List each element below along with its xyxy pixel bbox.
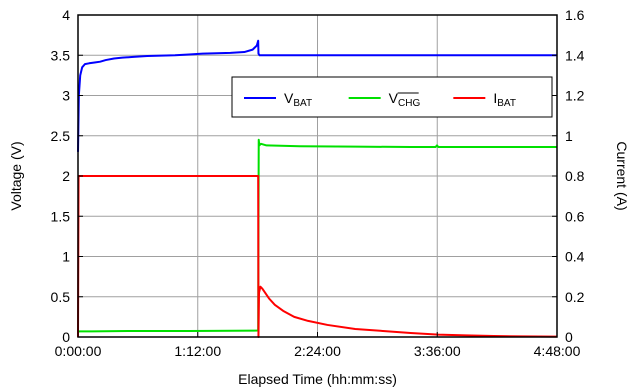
series-line-ibat [77, 175, 558, 338]
x-tick-label: 0:00:00 [55, 343, 102, 359]
legend: VBAT VCHG IBAT [231, 76, 553, 118]
legend-label-subscript: CHG [398, 98, 420, 109]
legend-label-ibat: IBAT [493, 90, 516, 109]
series-line-vchg [77, 138, 557, 333]
x-tick-label: 4:48:00 [534, 343, 581, 359]
y-left-tick-label: 0 [62, 329, 70, 345]
legend-label-vchg: VCHG [389, 90, 421, 109]
y-left-tick-label: 3.5 [51, 47, 71, 63]
x-tick-label: 2:24:00 [294, 343, 341, 359]
y-left-tick-label: 4 [62, 7, 70, 23]
y-right-tick-label: 1.2 [565, 88, 585, 104]
y-left-tick-label: 1.5 [51, 208, 71, 224]
y-right-tick-label: 0.4 [565, 249, 585, 265]
legend-label-main: I [493, 90, 497, 106]
y-left-tick-label: 0.5 [51, 289, 71, 305]
y-right-tick-label: 0.6 [565, 208, 585, 224]
y-right-tick-label: 1 [565, 128, 573, 144]
legend-label-main: V [389, 90, 399, 106]
y-right-tick-label: 1.4 [565, 47, 585, 63]
y-axis-right-title: Current (A) [614, 141, 628, 210]
legend-label-vbat: VBAT [284, 90, 312, 109]
series-layer [77, 39, 558, 338]
y-right-tick-label: 1.6 [565, 7, 585, 23]
legend-item-ibat: IBAT [453, 90, 516, 109]
legend-item-vbat: VBAT [244, 90, 312, 109]
legend-label-main: V [284, 90, 294, 106]
y-left-tick-label: 2 [62, 168, 70, 184]
legend-label-subscript: BAT [293, 98, 312, 109]
y-left-tick-label: 1 [62, 249, 70, 265]
x-axis-title: Elapsed Time (hh:mm:ss) [238, 371, 397, 387]
series-line-vbat [77, 39, 557, 152]
x-tick-label: 1:12:00 [174, 343, 221, 359]
y-right-tick-label: 0.8 [565, 168, 585, 184]
tick-layer: 0:00:00 1:12:00 2:24:00 3:36:00 4:48:0000.51… [51, 7, 585, 359]
legend-box [231, 76, 553, 118]
y-right-tick-label: 0 [565, 329, 573, 345]
legend-item-vchg: VCHG [348, 90, 421, 109]
y-right-tick-label: 0.2 [565, 289, 585, 305]
y-axis-left-title: Voltage (V) [8, 141, 24, 210]
x-tick-label: 3:36:00 [414, 343, 461, 359]
legend-label-subscript: BAT [497, 98, 516, 109]
y-left-tick-label: 2.5 [51, 128, 71, 144]
y-left-tick-label: 3 [62, 88, 70, 104]
